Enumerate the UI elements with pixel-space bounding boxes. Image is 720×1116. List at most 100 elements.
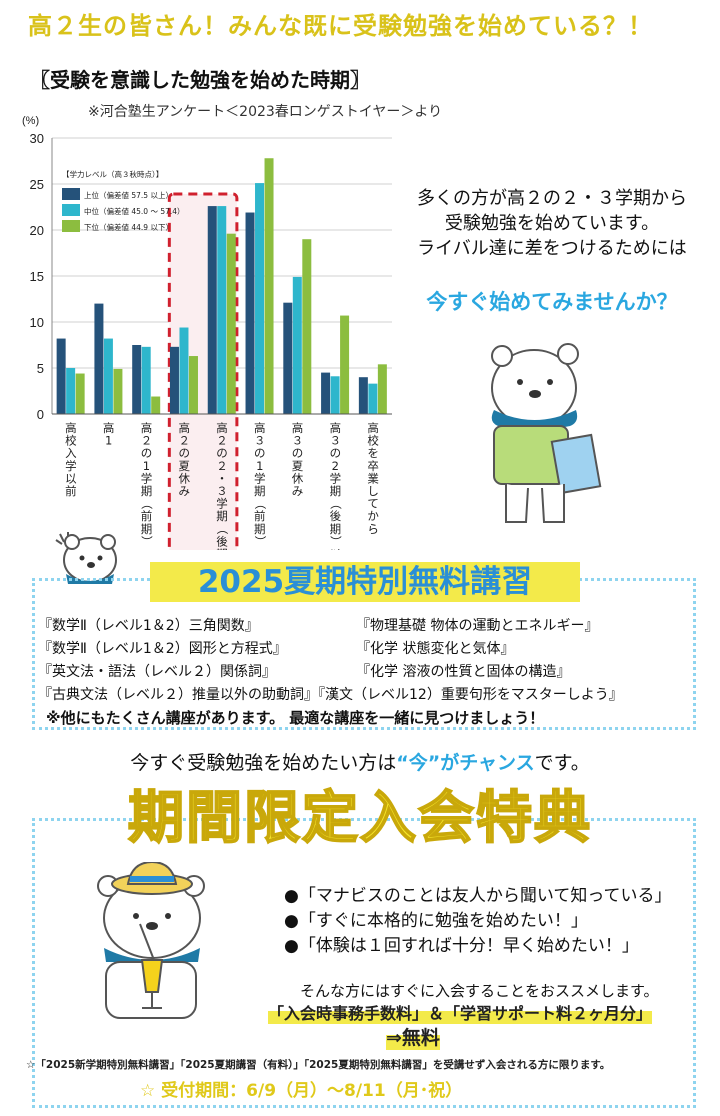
course-item: 『化学 溶液の性質と固体の構造』 [356,664,571,680]
x-tick-label: の [216,446,228,460]
y-tick-label: 15 [30,269,44,284]
x-tick-label: 学 [216,497,228,511]
chart-legend: 【学力レベル（高３秋時点）】上位（偏差値 57.5 以上） 中位（偏差値 45.0… [62,169,185,232]
x-tick-label: ） [139,536,153,548]
chart-bar [340,315,350,414]
call-to-action: 今すぐ始めてみませんか？ [426,290,678,314]
recommend-text: そんな方にはすぐに入会することをおススメします。 [300,982,659,1000]
chart-axis: 051015202530(%)高校入学以前高1高２の1学期（前期）高２の夏休み高… [22,115,392,550]
x-tick-label: の [292,446,304,460]
x-tick-label: 学 [65,459,77,473]
x-tick-label: し [367,484,379,498]
x-tick-label: ３ [254,434,266,448]
x-tick-label: み [292,484,304,498]
chart-bar [56,338,66,414]
x-tick-label: ３ [216,484,228,498]
x-tick-label: 高 [65,421,77,435]
benefit-bullet: ●「マナビスのことは友人から聞いて知っている」 [284,886,672,906]
chart-bar [283,302,293,414]
x-tick-label: ） [253,536,267,548]
chart-bar [377,364,387,414]
x-tick-label: 学 [141,471,153,485]
x-tick-label: ２ [141,434,153,448]
legend-swatch [62,220,80,232]
x-tick-label: 前 [254,509,266,523]
x-tick-label: 期 [254,522,266,536]
legend-swatch [62,204,80,216]
x-tick-label: 高 [367,421,379,435]
x-tick-label: 休 [178,471,190,485]
page-headline: 高２生の皆さん！みんな既に受験勉強を始めている？！ [28,12,653,40]
x-tick-label: か [367,509,379,523]
chance-text-before: 今すぐ受験勉強を始めたい方は [130,752,397,774]
x-tick-label: 期 [216,509,228,523]
benefit-bullet: ●「すぐに本格的に勉強を始めたい！」 [284,911,588,931]
benefit-box [32,818,696,1108]
chart-bar [330,376,340,414]
x-tick-label: （ [139,498,153,510]
legend-label: 下位（偏差値 44.9 以下） [84,222,173,232]
x-tick-label: を [367,446,379,460]
x-tick-label: 高 [292,421,304,435]
x-tick-label: 卒 [367,459,379,473]
x-tick-label: 期 [141,522,153,536]
start-timing-bar-chart: 051015202530(%)高校入学以前高1高２の1学期（前期）高２の夏休み高… [22,115,392,550]
x-tick-label: ・ [216,471,228,485]
x-tick-label: 学 [254,471,266,485]
x-tick-label: 夏 [292,459,304,473]
x-tick-label: ２ [216,434,228,448]
side-message: 多くの方が高２の２・３学期から 受験勉強を始めています。 ライバル達に差をつける… [392,186,712,261]
chart-bar [245,212,255,414]
legend-label: 中位（偏差値 45.0 〜 57.4） [84,206,185,216]
chart-bar [169,346,179,414]
chart-bar [321,372,331,414]
x-tick-label: み [178,484,190,498]
bear-with-notebook-illustration [491,343,602,523]
x-tick-label: 期 [330,522,342,536]
x-tick-label: ） [328,536,342,548]
free-text: ⇒無料 [386,1023,440,1050]
chart-bar [75,373,85,414]
chart-source: ※河合塾生アンケート＜2023春ロンゲストイヤー＞より [88,104,443,120]
chart-bar [358,377,368,414]
x-tick-label: て [367,497,379,511]
y-tick-label: 5 [37,361,44,376]
x-tick-label: 後 [216,534,228,548]
y-axis-unit: (%) [22,115,39,127]
x-tick-label: 後 [330,509,342,523]
x-tick-label: 高 [216,421,228,435]
x-tick-label: ２ [216,459,228,473]
chart-bar [217,206,227,414]
chart-bar [113,368,123,414]
y-tick-label: 20 [30,223,44,238]
chart-bar [132,345,142,414]
course-item: 『英文法・語法（レベル２）関係詞』 [38,664,276,680]
chart-bar [255,183,265,414]
chart-bar [103,338,113,414]
chart-bar [302,239,312,414]
chart-bar [226,233,236,414]
legend-label: 上位（偏差値 57.5 以上） [84,190,173,200]
course-note-text: ※他にもたくさん講座があります。 最適な講座を一緒に見つけましょう！ [46,709,545,727]
x-tick-label: 高 [141,421,153,435]
x-tick-label: 期 [141,484,153,498]
x-tick-label: ３ [292,434,304,448]
chart-bar [94,303,104,414]
side-message-line: 受験勉強を始めています。 [444,213,660,234]
x-tick-label: 1 [143,459,150,473]
x-tick-label: 2 [332,459,339,473]
x-tick-label: ３ [330,434,342,448]
chart-bar [292,276,302,414]
x-tick-label: 入 [65,446,77,460]
y-tick-label: 30 [30,131,44,146]
x-tick-label: ２ [178,434,190,448]
chance-highlight: “今”がチャンス [396,752,535,774]
chance-text-after: です。 [534,752,590,774]
bear-with-drink-illustration [97,862,205,1019]
x-tick-label: 1 [105,434,112,448]
benefit-bullets: ●「マナビスのことは友人から聞いて知っている」 ●「すぐに本格的に勉強を始めたい… [284,884,671,959]
chart-bar [368,383,378,414]
chart-bar [179,327,189,414]
x-tick-label: の [254,446,266,460]
x-tick-label: 前 [141,509,153,523]
